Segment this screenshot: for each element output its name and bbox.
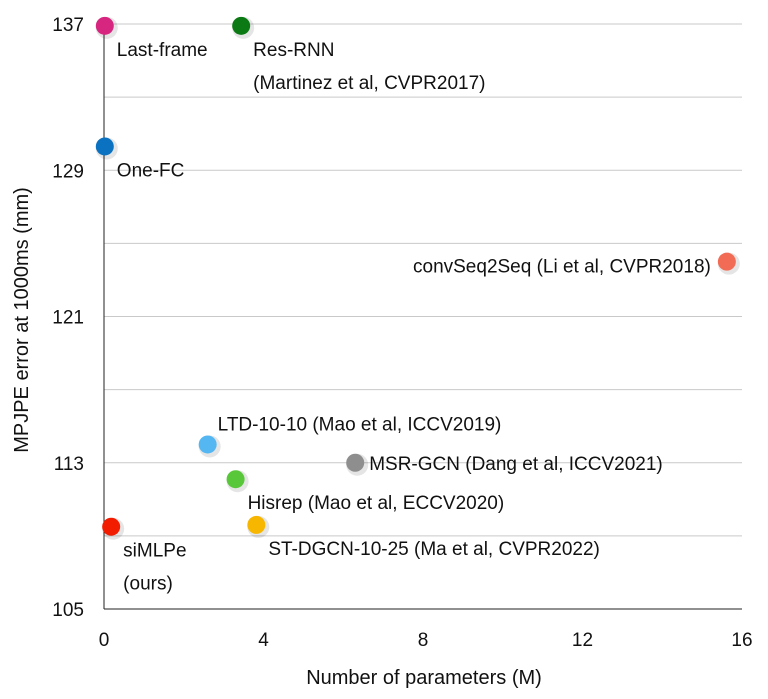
gridlines <box>104 23 742 537</box>
point-label: One-FC <box>117 160 185 181</box>
data-point <box>717 252 736 271</box>
data-point <box>198 435 217 454</box>
data-point <box>247 515 266 534</box>
data-point <box>226 470 245 489</box>
data-point <box>346 453 365 472</box>
x-tick-label: 4 <box>258 630 269 651</box>
data-points <box>95 16 740 540</box>
y-tick-label: 129 <box>52 161 84 182</box>
x-tick-label: 8 <box>418 630 429 651</box>
point-label: (Martinez et al, CVPR2017) <box>253 73 485 94</box>
point-label: siMLPe <box>123 541 186 562</box>
point-label: Hisrep (Mao et al, ECCV2020) <box>248 493 505 514</box>
point-labels: Last-frame Res-RNN (Martinez et al, CVPR20… <box>117 40 711 595</box>
point-label: LTD-10-10 (Mao et al, ICCV2019) <box>218 414 502 435</box>
point-label: ST-DGCN-10-25 (Ma et al, CVPR2022) <box>268 539 600 560</box>
y-tick-label: 113 <box>54 454 84 475</box>
point-label: MSR-GCN (Dang et al, ICCV2021) <box>369 454 663 475</box>
data-point <box>232 16 251 35</box>
x-tick-label: 12 <box>572 630 593 651</box>
y-tick-label: 137 <box>52 15 84 36</box>
y-tick-label: 121 <box>52 308 84 329</box>
point-label: (ours) <box>123 574 173 595</box>
point-label: Last-frame <box>117 40 208 61</box>
y-axis-title: MPJPE error at 1000ms (mm) <box>11 187 33 453</box>
point-label: convSeq2Seq (Li et al, CVPR2018) <box>413 257 711 278</box>
x-axis-title: Number of parameters (M) <box>306 667 542 689</box>
y-tick-label: 105 <box>52 600 84 621</box>
data-point <box>95 16 114 35</box>
x-tick-label: 16 <box>731 630 752 651</box>
axes: 105 113 121 129 137 0 4 8 12 16 <box>52 15 752 651</box>
point-label: Res-RNN <box>253 40 334 61</box>
data-point <box>102 517 121 536</box>
x-tick-label: 0 <box>99 630 110 651</box>
data-point <box>95 137 114 156</box>
